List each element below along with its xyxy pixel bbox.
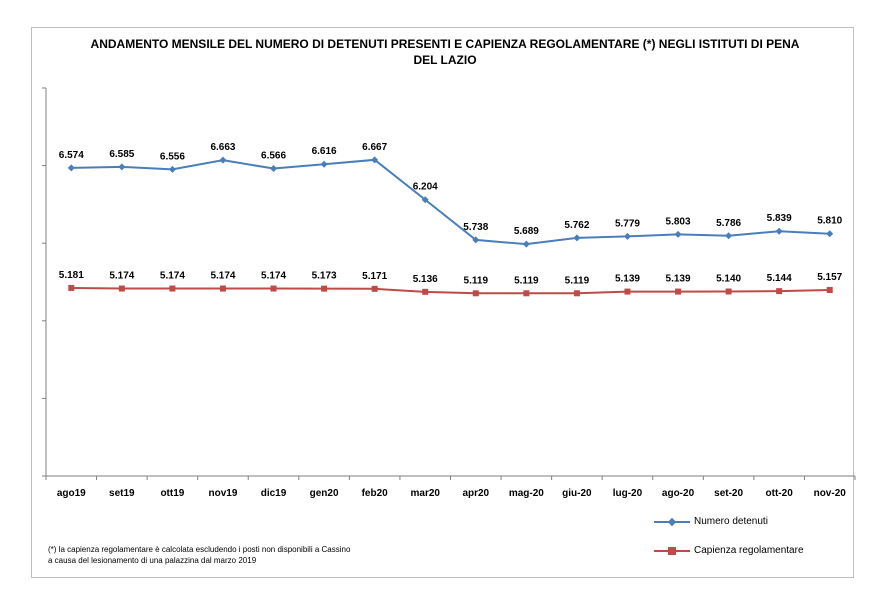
x-tick-label-mag-20: mag-20 — [509, 488, 544, 499]
data-point-numero-detenuti — [674, 230, 682, 238]
x-tick-label-set-20: set-20 — [714, 488, 743, 499]
data-point-numero-detenuti — [725, 232, 733, 240]
x-tick-label-lug-20: lug-20 — [613, 488, 643, 499]
data-label-numero-detenuti: 5.810 — [817, 216, 842, 227]
data-label-capienza-regolamentare: 5.174 — [210, 271, 235, 282]
data-point-numero-detenuti — [522, 240, 530, 248]
legend-swatch-capienza-regolamentare — [654, 546, 690, 556]
data-point-capienza-regolamentare — [624, 288, 631, 295]
legend-item-capienza-regolamentare: Capienza regolamentare — [654, 545, 804, 556]
data-label-capienza-regolamentare: 5.119 — [514, 275, 539, 286]
data-label-capienza-regolamentare: 5.181 — [59, 270, 84, 281]
data-label-numero-detenuti: 5.689 — [514, 226, 539, 237]
data-label-numero-detenuti: 6.574 — [59, 150, 84, 161]
data-label-capienza-regolamentare: 5.140 — [716, 273, 741, 284]
x-tick-label-giu-20: giu-20 — [562, 488, 592, 499]
chart-frame — [31, 27, 854, 578]
data-label-capienza-regolamentare: 5.173 — [312, 271, 337, 282]
chart-title: ANDAMENTO MENSILE DEL NUMERO DI DETENUTI… — [60, 36, 830, 68]
data-point-capienza-regolamentare — [118, 285, 125, 292]
data-point-numero-detenuti — [826, 230, 834, 238]
data-point-numero-detenuti — [472, 236, 480, 244]
data-label-numero-detenuti: 6.616 — [312, 146, 337, 157]
data-label-numero-detenuti: 6.566 — [261, 151, 286, 162]
data-point-capienza-regolamentare — [68, 284, 75, 291]
legend-swatch-numero-detenuti — [654, 517, 690, 527]
data-point-capienza-regolamentare — [776, 288, 783, 295]
data-point-capienza-regolamentare — [169, 285, 176, 292]
data-label-capienza-regolamentare: 5.139 — [666, 274, 691, 285]
data-point-capienza-regolamentare — [725, 288, 732, 295]
data-point-capienza-regolamentare — [523, 290, 530, 297]
x-tick-label-dic19: dic19 — [261, 488, 287, 499]
data-point-numero-detenuti — [371, 156, 379, 164]
x-tick-label-ago19: ago19 — [57, 488, 86, 499]
legend-item-numero-detenuti: Numero detenuti — [654, 516, 768, 527]
data-label-numero-detenuti: 5.762 — [564, 220, 589, 231]
data-point-capienza-regolamentare — [826, 287, 833, 294]
series-line-capienza-regolamentare — [71, 286, 830, 295]
data-point-capienza-regolamentare — [219, 285, 226, 292]
data-label-capienza-regolamentare: 5.157 — [817, 272, 842, 283]
data-label-capienza-regolamentare: 5.174 — [160, 271, 185, 282]
data-label-numero-detenuti: 6.667 — [362, 142, 387, 153]
data-point-numero-detenuti — [67, 164, 75, 172]
data-label-capienza-regolamentare: 5.136 — [413, 274, 438, 285]
data-point-numero-detenuti — [421, 196, 429, 204]
data-point-numero-detenuti — [775, 227, 783, 235]
data-point-capienza-regolamentare — [270, 285, 277, 292]
data-point-numero-detenuti — [168, 165, 176, 173]
x-tick-label-set19: set19 — [109, 488, 135, 499]
data-label-capienza-regolamentare: 5.119 — [565, 275, 590, 286]
data-label-numero-detenuti: 6.663 — [210, 142, 235, 153]
footnote: (*) la capienza regolamentare è calcolat… — [48, 544, 350, 566]
series-line-numero-detenuti — [71, 158, 830, 246]
chart-title-line2: DEL LAZIO — [413, 53, 477, 67]
chart-title-line1: ANDAMENTO MENSILE DEL NUMERO DI DETENUTI… — [90, 37, 800, 51]
x-tick-label-gen20: gen20 — [310, 488, 339, 499]
x-tick-label-ago-20: ago-20 — [662, 488, 695, 499]
footnote-line2: a causa del lesionamento di una palazzin… — [48, 556, 257, 565]
x-tick-label-mar20: mar20 — [410, 488, 440, 499]
data-point-capienza-regolamentare — [573, 290, 580, 297]
data-label-numero-detenuti: 5.839 — [767, 213, 792, 224]
legend-label-capienza-regolamentare: Capienza regolamentare — [694, 545, 804, 556]
data-label-capienza-regolamentare: 5.174 — [261, 271, 286, 282]
data-point-numero-detenuti — [270, 165, 278, 173]
x-tick-label-nov19: nov19 — [209, 488, 238, 499]
data-label-numero-detenuti: 6.204 — [413, 182, 438, 193]
data-label-capienza-regolamentare: 5.119 — [464, 275, 489, 286]
data-label-capienza-regolamentare: 5.171 — [362, 271, 387, 282]
data-label-capienza-regolamentare: 5.144 — [767, 273, 792, 284]
data-point-capienza-regolamentare — [472, 290, 479, 297]
x-tick-label-feb20: feb20 — [362, 488, 389, 499]
x-tick-label-apr20: apr20 — [462, 488, 489, 499]
data-point-numero-detenuti — [219, 156, 227, 164]
x-tick-label-ott19: ott19 — [160, 488, 184, 499]
data-label-numero-detenuti: 5.803 — [666, 216, 691, 227]
data-label-capienza-regolamentare: 5.139 — [615, 274, 640, 285]
data-label-numero-detenuti: 6.556 — [160, 151, 185, 162]
x-tick-label-nov-20: nov-20 — [814, 488, 847, 499]
footnote-line1: (*) la capienza regolamentare è calcolat… — [48, 545, 351, 554]
legend-label-numero-detenuti: Numero detenuti — [694, 516, 768, 527]
x-tick-label-ott-20: ott-20 — [766, 488, 794, 499]
data-label-numero-detenuti: 5.786 — [716, 218, 741, 229]
data-point-capienza-regolamentare — [321, 285, 328, 292]
data-point-capienza-regolamentare — [675, 288, 682, 295]
data-label-numero-detenuti: 5.779 — [615, 218, 640, 229]
data-label-numero-detenuti: 5.738 — [463, 222, 488, 233]
data-label-numero-detenuti: 6.585 — [109, 149, 134, 160]
data-point-numero-detenuti — [118, 163, 126, 171]
data-point-numero-detenuti — [623, 232, 631, 240]
data-point-capienza-regolamentare — [422, 288, 429, 295]
data-label-capienza-regolamentare: 5.174 — [109, 271, 134, 282]
data-point-capienza-regolamentare — [371, 285, 378, 292]
data-point-numero-detenuti — [573, 234, 581, 242]
data-point-numero-detenuti — [320, 160, 328, 168]
